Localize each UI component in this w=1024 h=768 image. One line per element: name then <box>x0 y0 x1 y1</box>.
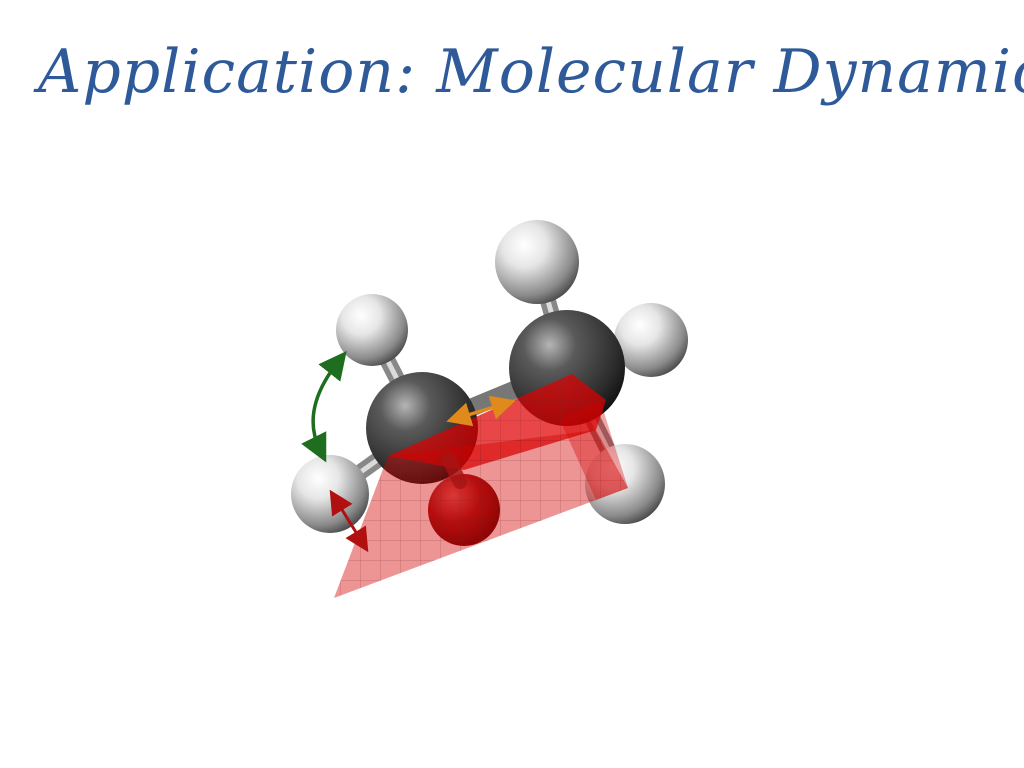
hydrogen-atom-lower-left <box>291 455 369 533</box>
slide-title: Application: Molecular Dynamics <box>38 37 1024 107</box>
bond-stretch-arrow-red <box>329 489 369 553</box>
hydrogen-atom-top <box>495 220 579 304</box>
torsion-arrow-orange <box>446 395 516 427</box>
angle-bend-arrow <box>301 351 347 463</box>
hydrogen-atom-upper-left <box>336 294 408 366</box>
hydrogen-atom-upper-right <box>614 303 688 377</box>
